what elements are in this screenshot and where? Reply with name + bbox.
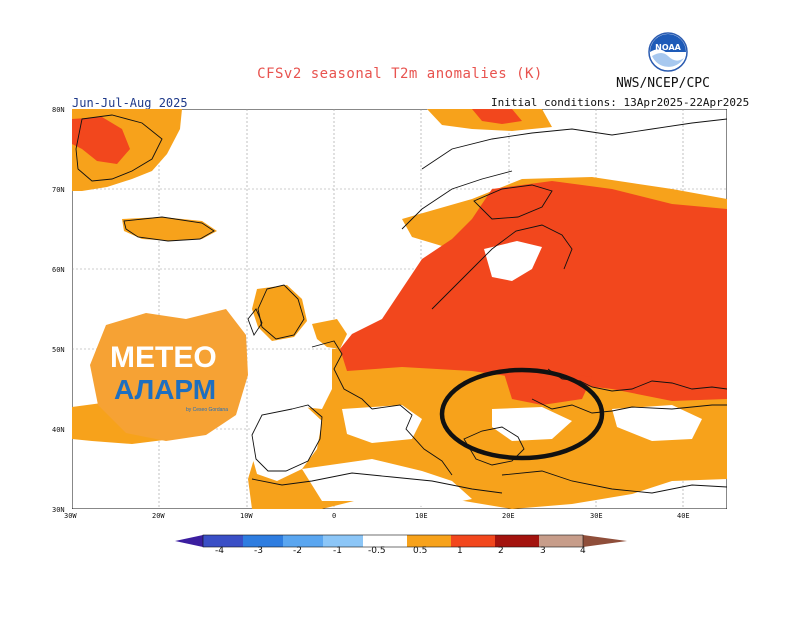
colorbar-label-2: 2 bbox=[498, 546, 504, 556]
watermark-line2: АЛАРМ bbox=[114, 374, 216, 405]
lat-label-30n: 30N bbox=[52, 506, 65, 514]
agency-label: NWS/NCEP/CPC bbox=[616, 76, 710, 91]
colorbar-swatch-4 bbox=[323, 535, 363, 547]
watermark-tagline: by Ceseo Gordana bbox=[186, 407, 228, 413]
colorbar-swatch-2 bbox=[243, 535, 283, 547]
watermark-blob bbox=[90, 309, 248, 441]
lat-label-50n: 50N bbox=[52, 346, 65, 354]
colorbar-swatch-5 bbox=[407, 535, 451, 547]
colorbar-swatch-6 bbox=[451, 535, 495, 547]
highlight-ellipse bbox=[439, 367, 605, 461]
lat-label-80n: 80N bbox=[52, 106, 65, 114]
lat-label-40n: 40N bbox=[52, 426, 65, 434]
colorbar-label-1: 1 bbox=[457, 546, 463, 556]
colorbar-label-05: 0.5 bbox=[413, 546, 428, 556]
lon-label-0: 0 bbox=[332, 512, 337, 520]
lon-label-30w: 30W bbox=[64, 512, 77, 520]
anomaly-map bbox=[72, 109, 727, 509]
colorbar-label-4: 4 bbox=[580, 546, 586, 556]
lon-label-10w: 10W bbox=[240, 512, 253, 520]
lat-label-70n: 70N bbox=[52, 186, 65, 194]
initial-conditions-label: Initial conditions: 13Apr2025-22Apr2025 bbox=[491, 96, 750, 109]
neutral-areas bbox=[250, 241, 702, 507]
noaa-logo-text: NOAA bbox=[655, 43, 681, 52]
colorbar-label-neg3: -3 bbox=[254, 546, 263, 556]
colorbar-label-3: 3 bbox=[540, 546, 546, 556]
map-canvas bbox=[72, 109, 727, 509]
colorbar-label-neg2: -2 bbox=[293, 546, 302, 556]
lon-label-20w: 20W bbox=[152, 512, 165, 520]
map-title: CFSv2 seasonal T2m anomalies (K) bbox=[257, 66, 543, 82]
lon-label-30e: 30E bbox=[590, 512, 603, 520]
colorbar-swatch-7 bbox=[495, 535, 539, 547]
lon-label-20e: 20E bbox=[502, 512, 515, 520]
colorbar-swatch-neutral bbox=[363, 535, 407, 547]
coastlines bbox=[75, 114, 727, 494]
meteo-alarm-watermark: METEO АЛАРМ by Ceseo Gordana bbox=[90, 309, 248, 441]
colorbar bbox=[175, 534, 627, 548]
colorbar-right-arrow bbox=[583, 535, 627, 547]
colorbar-swatch-8 bbox=[539, 535, 583, 547]
lon-label-40e: 40E bbox=[677, 512, 690, 520]
colorbar-left-arrow bbox=[175, 535, 203, 547]
colorbar-swatch-1 bbox=[203, 535, 243, 547]
colorbar-label-neg4: -4 bbox=[215, 546, 224, 556]
noaa-logo-icon: NOAA bbox=[648, 32, 688, 72]
colorbar-label-neg1: -1 bbox=[333, 546, 342, 556]
watermark-line1: METEO bbox=[110, 341, 217, 374]
lon-label-10e: 10E bbox=[415, 512, 428, 520]
lat-label-60n: 60N bbox=[52, 266, 65, 274]
colorbar-label-neg05: -0.5 bbox=[368, 546, 386, 556]
colorbar-swatch-3 bbox=[283, 535, 323, 547]
season-label: Jun-Jul-Aug 2025 bbox=[72, 96, 188, 110]
